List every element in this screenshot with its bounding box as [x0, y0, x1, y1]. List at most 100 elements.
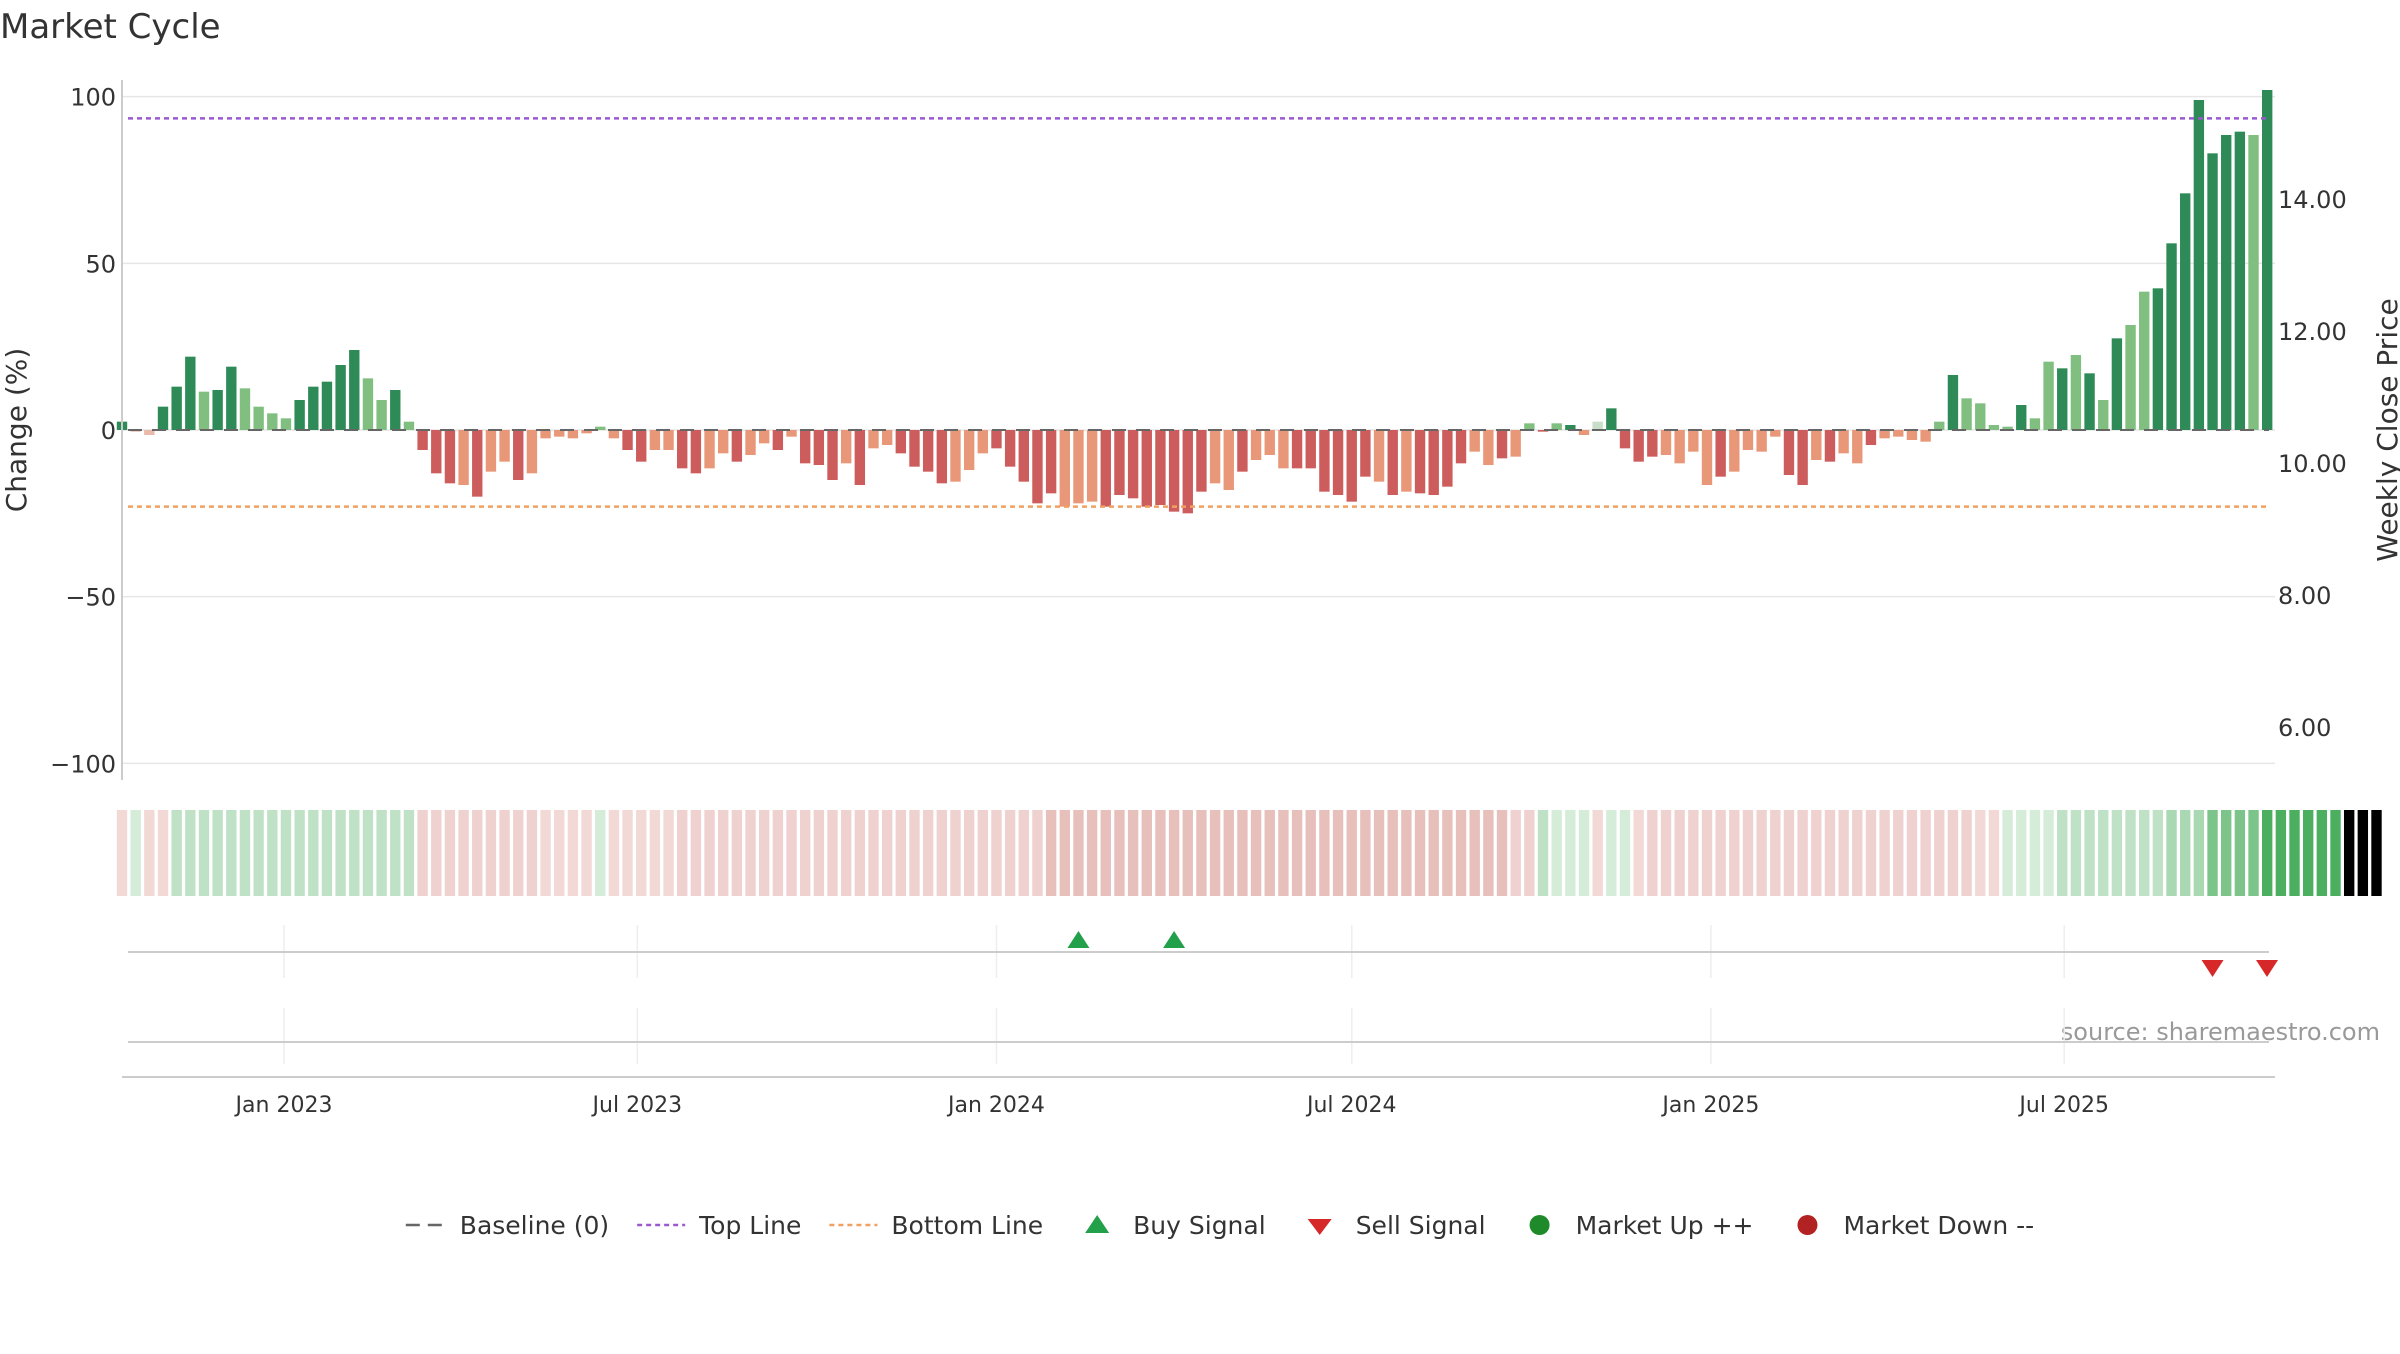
change-bar [239, 388, 251, 430]
regime-cell [198, 810, 210, 896]
change-bar [1428, 430, 1439, 495]
change-bar [1838, 430, 1849, 454]
change-bar [2070, 355, 2082, 430]
legend-label: Baseline (0) [460, 1211, 609, 1240]
change-bar [526, 430, 538, 474]
regime-cell [936, 810, 948, 896]
regime-cell [444, 810, 456, 896]
regime-cell [2098, 810, 2109, 896]
change-bar [1319, 430, 1330, 492]
regime-cell [1155, 810, 1166, 896]
regime-cell [376, 810, 387, 896]
change-bar [294, 400, 305, 430]
regime-cell [663, 810, 674, 896]
change-bar [499, 430, 510, 462]
regime-cell [2330, 810, 2341, 896]
change-bar [2139, 291, 2150, 430]
regime-cell [1032, 810, 1043, 896]
change-bar [1865, 430, 1877, 445]
regime-cell [1332, 810, 1344, 896]
regime-cell [1988, 810, 2000, 896]
buy-signal-marker [1163, 931, 1186, 948]
regime-cell [786, 810, 797, 896]
regime-cell [130, 810, 141, 896]
bar-series [116, 90, 2273, 514]
change-bar [1619, 430, 1631, 449]
change-bar [2098, 400, 2109, 430]
change-bar [1674, 430, 1685, 464]
regime-cell [1893, 810, 1904, 896]
regime-cell [581, 810, 592, 896]
regime-cell [758, 810, 770, 896]
regime-cell [1209, 810, 1221, 896]
change-bar [1209, 430, 1221, 484]
regime-cell [963, 810, 975, 896]
regime-cell [1127, 810, 1139, 896]
change-bar [417, 430, 428, 450]
change-bar [2180, 193, 2191, 430]
regime-cell [1551, 810, 1562, 896]
regime-cell [1633, 810, 1644, 896]
regime-cell [731, 810, 743, 896]
regime-cell [2371, 810, 2382, 896]
legend-label: Market Down -- [1843, 1211, 2034, 1240]
change-bar [1442, 430, 1453, 487]
regime-cell [212, 810, 223, 896]
change-bar [1237, 430, 1248, 472]
y2-axis-label: Weekly Close Price [2371, 298, 2400, 561]
change-bar [718, 430, 729, 454]
regime-cell [1114, 810, 1125, 896]
buy-signal-marker [1067, 931, 1090, 948]
change-bar [308, 386, 319, 430]
change-bar [1004, 430, 1016, 467]
regime-cell [922, 810, 934, 896]
regime-cell [840, 810, 852, 896]
regime-cell [1906, 810, 1918, 896]
regime-cell [2016, 810, 2027, 896]
change-bar [1893, 430, 1904, 437]
regime-cell [1660, 810, 1672, 896]
change-bar [2016, 405, 2027, 430]
change-bar [1797, 430, 1808, 485]
change-bar [1647, 430, 1658, 457]
regime-cell [267, 810, 278, 896]
regime-cell [1510, 810, 1521, 896]
regime-cell [827, 810, 838, 896]
regime-cell [2111, 810, 2123, 896]
regime-cell [171, 810, 182, 896]
legend-label: Buy Signal [1133, 1211, 1266, 1240]
regime-cell [1373, 810, 1385, 896]
change-bar [772, 430, 784, 450]
change-bar [786, 430, 797, 437]
change-bar [1729, 430, 1740, 472]
regime-cell [1360, 810, 1371, 896]
legend-dot-icon [1529, 1215, 1550, 1235]
chart-title: Market Cycle [0, 7, 221, 47]
change-bar [2234, 131, 2246, 430]
regime-cell [813, 810, 825, 896]
change-bar [827, 430, 838, 480]
regime-cell [1647, 810, 1658, 896]
legend-label: Bottom Line [891, 1211, 1043, 1240]
legend: Baseline (0) Top Line Bottom Line Buy Signa… [405, 1211, 2034, 1240]
change-bar [157, 406, 169, 430]
regime-cell [677, 810, 688, 896]
regime-cell [2193, 810, 2205, 896]
change-bar [881, 430, 893, 445]
regime-cell [1742, 810, 1754, 896]
change-bar [1332, 430, 1344, 495]
regime-cell [554, 810, 565, 896]
regime-cell [1797, 810, 1808, 896]
change-bar [608, 430, 620, 439]
change-bar [1961, 398, 1972, 430]
regime-cell [2180, 810, 2191, 896]
axes-layer: 100 50 0 −50 −100 6.00 8.00 10.00 12.00 14.00 Jan … [50, 80, 2347, 1118]
change-bar [1018, 430, 1029, 482]
change-bar [840, 430, 852, 464]
regime-cell [608, 810, 620, 896]
y2-tick-label: 8.00 [2278, 582, 2331, 610]
change-bar [1387, 430, 1398, 495]
regime-cell [1824, 810, 1836, 896]
